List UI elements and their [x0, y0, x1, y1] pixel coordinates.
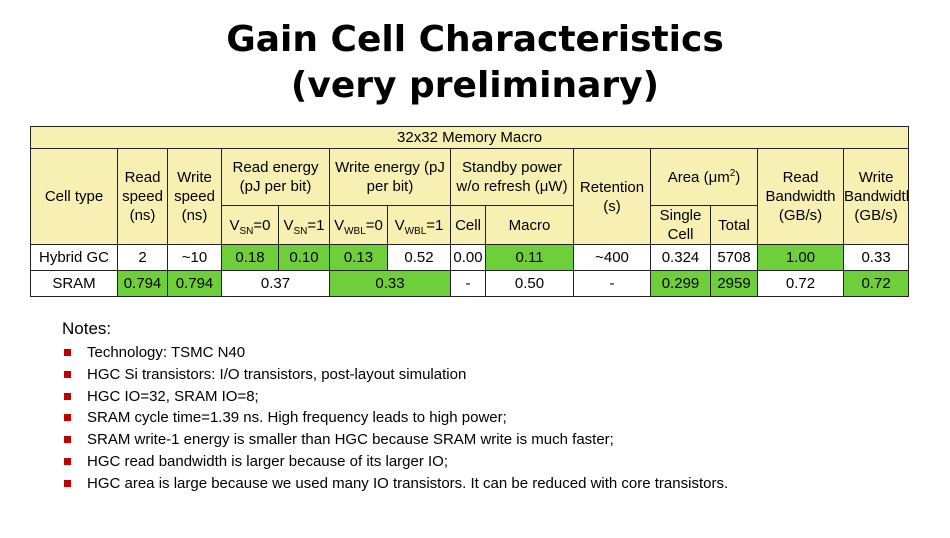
- hybrid-standby-cell: 0.00: [450, 244, 486, 271]
- sram-standby-macro: 0.50: [485, 270, 574, 297]
- list-item: HGC Si transistors: I/O transistors, pos…: [62, 364, 922, 386]
- table-banner: 32x32 Memory Macro: [29, 126, 910, 149]
- header-retention: Retention (s): [573, 148, 651, 245]
- sram-area-total: 2959: [710, 270, 758, 297]
- header-write-energy: Write energy (pJ per bit): [329, 148, 451, 206]
- header-cell-type: Cell type: [30, 148, 118, 245]
- header-write-bandwidth: Write Bandwidth (GB/s): [842, 148, 910, 245]
- list-item: HGC IO=32, SRAM IO=8;: [62, 386, 922, 408]
- table-row: SRAM 0.794 0.794 0.37 0.33 - 0.50 - 0.29…: [30, 270, 910, 297]
- list-item: SRAM cycle time=1.39 ns. High frequency …: [62, 407, 922, 429]
- sram-read-bandwidth: 0.72: [757, 270, 844, 297]
- bullet-square-icon: [64, 392, 71, 400]
- hybrid-read-energy-vsn0: 0.18: [221, 244, 279, 271]
- header-read-energy: Read energy (pJ per bit): [221, 148, 330, 206]
- hybrid-read-speed: 2: [117, 244, 168, 271]
- sram-write-speed: 0.794: [167, 270, 222, 297]
- header-read-bandwidth: Read Bandwidth (GB/s): [757, 148, 844, 245]
- hybrid-write-bandwidth: 0.33: [842, 244, 910, 271]
- list-item: SRAM write-1 energy is smaller than HGC …: [62, 429, 922, 451]
- subheader-vsn1: VSN=1: [278, 205, 330, 245]
- header-area: Area (μm2): [650, 148, 758, 206]
- sram-write-energy: 0.33: [329, 270, 451, 297]
- subheader-cell: Cell: [450, 205, 486, 245]
- bullet-square-icon: [64, 349, 71, 356]
- subheader-vwbl0: VWBL=0: [329, 205, 388, 245]
- hybrid-area-single: 0.324: [650, 244, 711, 271]
- header-write-speed: Write speed (ns): [167, 148, 222, 245]
- hybrid-write-energy-vwbl0: 0.13: [329, 244, 388, 271]
- subheader-total: Total: [710, 205, 758, 245]
- slide-title: Gain Cell Characteristics: [226, 19, 724, 60]
- list-item: HGC read bandwidth is larger because of …: [62, 451, 922, 473]
- subheader-vwbl1: VWBL=1: [387, 205, 451, 245]
- hybrid-standby-macro: 0.11: [485, 244, 574, 271]
- sram-read-energy: 0.37: [221, 270, 330, 297]
- bullet-square-icon: [64, 436, 71, 444]
- hybrid-read-bandwidth: 1.00: [757, 244, 844, 271]
- header-read-speed: Read speed (ns): [117, 148, 168, 245]
- row-hybrid-name: Hybrid GC: [30, 244, 118, 271]
- hybrid-write-energy-vwbl1: 0.52: [387, 244, 451, 271]
- list-item: HGC area is large because we used many I…: [62, 473, 922, 495]
- hybrid-write-speed: ~10: [167, 244, 222, 271]
- bullet-square-icon: [64, 479, 71, 487]
- bullet-square-icon: [64, 370, 71, 378]
- table-row: Hybrid GC 2 ~10 0.18 0.10 0.13 0.52 0.00…: [30, 244, 910, 271]
- bullet-square-icon: [64, 414, 71, 422]
- header-area-sup: 2: [729, 167, 736, 179]
- sram-retention: -: [573, 270, 651, 297]
- header-standby-power: Standby power w/o refresh (μW): [450, 148, 574, 206]
- bullet-square-icon: [64, 457, 71, 465]
- slide-subtitle: (very preliminary): [290, 65, 660, 106]
- hybrid-retention: ~400: [573, 244, 651, 271]
- notes-title: Notes:: [62, 319, 112, 338]
- hybrid-read-energy-vsn1: 0.10: [278, 244, 330, 271]
- notes-section: Notes: Technology: TSMC N40 HGC Si trans…: [62, 318, 922, 495]
- header-area-prefix: Area (μm: [667, 168, 730, 186]
- notes-list: Technology: TSMC N40 HGC Si transistors:…: [62, 342, 922, 495]
- sram-write-bandwidth: 0.72: [842, 270, 910, 297]
- subheader-single-cell: Single Cell: [650, 205, 711, 245]
- characteristics-table: 32x32 Memory Macro Cell type Read speed …: [29, 126, 910, 297]
- list-item: Technology: TSMC N40: [62, 342, 922, 364]
- sram-read-speed: 0.794: [117, 270, 168, 297]
- subheader-macro: Macro: [485, 205, 574, 245]
- hybrid-area-total: 5708: [710, 244, 758, 271]
- sram-area-single: 0.299: [650, 270, 711, 297]
- row-sram-name: SRAM: [30, 270, 118, 297]
- header-area-suffix: ): [735, 168, 741, 186]
- subheader-vsn0: VSN=0: [221, 205, 279, 245]
- sram-standby-cell: -: [450, 270, 486, 297]
